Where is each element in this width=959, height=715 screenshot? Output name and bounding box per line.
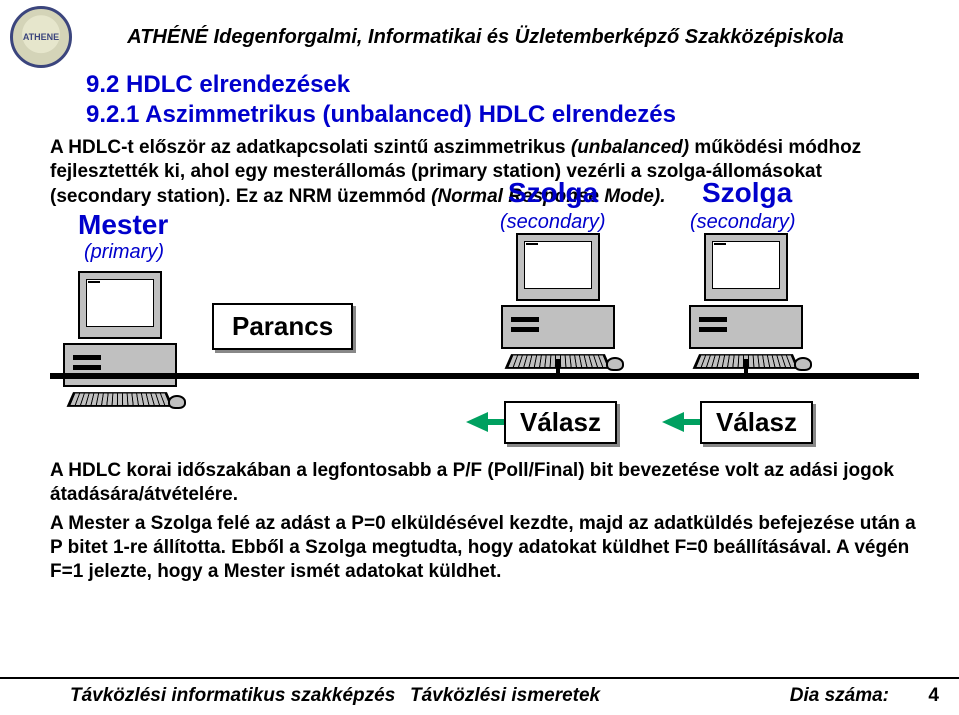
footer-left: Távközlési informatikus szakképzés [70,685,410,707]
command-box: Parancs [212,303,353,350]
subsection-title: 9.2.1 Aszimmetrikus (unbalanced) HDLC el… [86,100,959,130]
response-box-2: Válasz [700,401,813,444]
slave2-sublabel: (secondary) [690,211,796,234]
footer-page-number: 4 [899,685,939,707]
footer-center: Távközlési ismeretek [410,685,670,707]
topology-diagram: Mester (primary) Szolga (secondary) Szol… [50,209,919,455]
master-label: Mester [78,209,168,241]
response-box-1: Válasz [504,401,617,444]
slide-footer: Távközlési informatikus szakképzés Távkö… [0,677,959,715]
master-sublabel: (primary) [84,241,164,264]
slave1-label: Szolga [508,177,598,209]
slave1-computer-icon [498,233,618,373]
p1-b: (unbalanced) [571,137,689,158]
bus-line [50,373,919,379]
footer-page-label: Dia száma: [670,685,899,707]
section-number-title: 9.2 HDLC elrendezések [86,70,959,100]
page-header: ATHENE ATHÉNÉ Idegenforgalmi, Informatik… [0,0,959,68]
p1-a: A HDLC-t először az adatkapcsolati szint… [50,137,571,158]
school-name: ATHÉNÉ Idegenforgalmi, Informatikai és Ü… [82,26,949,49]
slave2-computer-icon [686,233,806,373]
drop-line-1 [556,359,560,375]
school-logo: ATHENE [10,6,72,68]
drop-line-2 [744,359,748,375]
master-computer-icon [60,271,180,411]
section-titles: 9.2 HDLC elrendezések 9.2.1 Aszimmetriku… [86,70,959,130]
response-arrow-2-head [662,412,684,432]
paragraph-3: A Mester a Szolga felé az adást a P=0 el… [50,512,919,585]
paragraph-2: A HDLC korai időszakában a legfontosabb … [50,459,919,508]
response-arrow-1-head [466,412,488,432]
logo-text: ATHENE [23,32,59,42]
slave2-label: Szolga [702,177,792,209]
slave1-sublabel: (secondary) [500,211,606,234]
